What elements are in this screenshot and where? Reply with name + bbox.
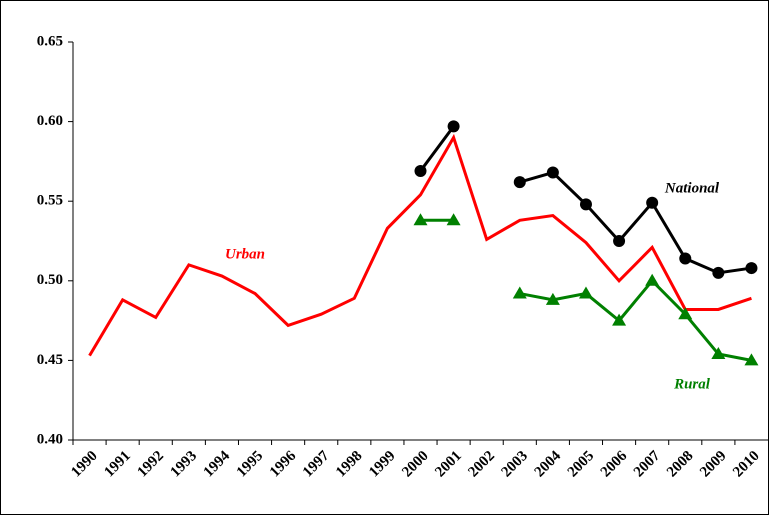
point-marker <box>612 313 627 326</box>
y-tick-label: 0.65 <box>37 33 63 49</box>
series-line <box>419 125 752 275</box>
point-marker <box>613 235 626 247</box>
y-tick-label: 0.40 <box>37 431 63 447</box>
y-tick-label: 0.45 <box>37 352 63 368</box>
point-marker <box>545 292 560 305</box>
y-tick-label: 0.55 <box>37 193 63 209</box>
series-line <box>88 133 752 357</box>
series-label: Urban <box>225 246 265 262</box>
series-label: Rural <box>673 376 711 392</box>
point-marker <box>712 266 725 279</box>
point-marker <box>646 196 659 209</box>
point-marker <box>447 120 460 133</box>
point-marker <box>546 166 559 179</box>
point-marker <box>679 252 692 265</box>
point-marker <box>711 347 726 360</box>
y-tick-label: 0.50 <box>37 272 63 288</box>
point-marker <box>414 164 427 177</box>
point-marker <box>512 286 527 299</box>
point-marker <box>744 353 759 366</box>
point-marker <box>578 286 593 299</box>
point-marker <box>513 176 526 189</box>
point-marker <box>678 307 693 320</box>
series-line <box>420 218 752 362</box>
y-tick-label: 0.60 <box>37 113 63 129</box>
point-marker <box>579 198 592 211</box>
series-label: National <box>664 180 720 196</box>
point-marker <box>745 262 758 275</box>
point-marker <box>645 273 660 286</box>
point-marker <box>413 213 428 226</box>
point-marker <box>446 213 461 226</box>
